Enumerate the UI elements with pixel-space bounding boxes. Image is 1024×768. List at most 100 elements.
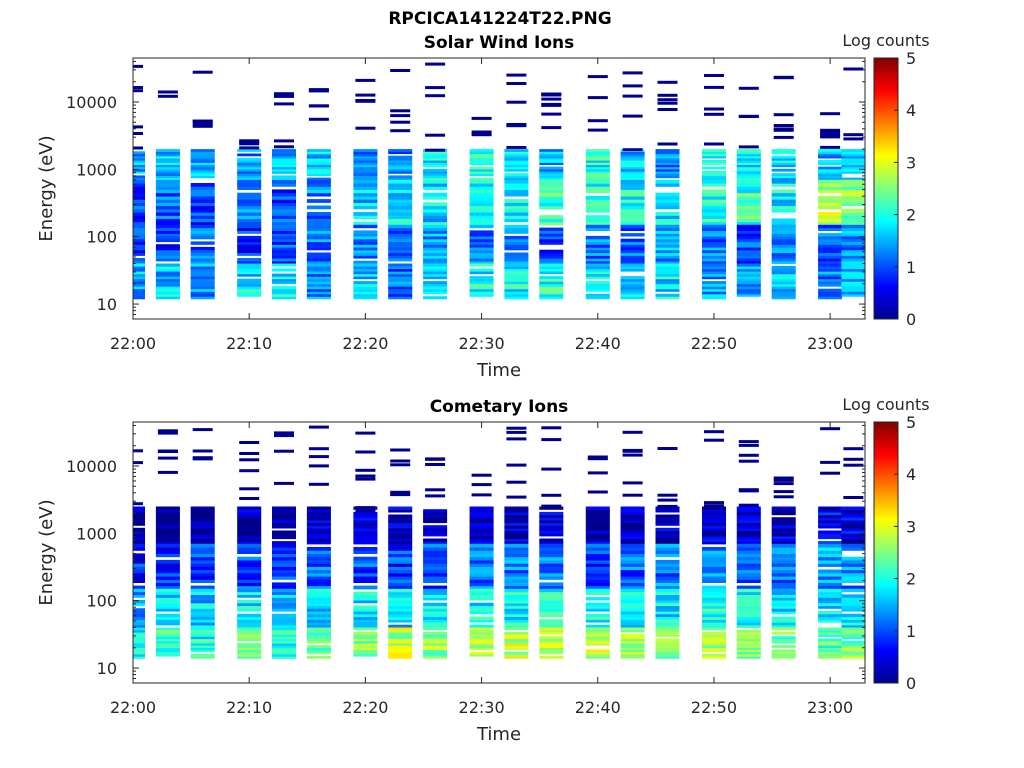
- cell: [702, 241, 726, 245]
- cell: [133, 260, 145, 265]
- cell: [388, 645, 413, 648]
- cell: [469, 556, 494, 561]
- cell: [585, 195, 610, 200]
- cell: [655, 281, 680, 285]
- cell: [272, 522, 296, 526]
- cell: [469, 160, 494, 163]
- cell: [818, 517, 843, 521]
- cell: [504, 227, 529, 231]
- cell: [388, 629, 413, 633]
- cell: [820, 427, 841, 431]
- cell: [190, 199, 215, 203]
- cell: [133, 86, 143, 89]
- cell: [539, 249, 564, 254]
- cell: [155, 218, 180, 223]
- cell: [133, 192, 145, 197]
- cell: [469, 506, 494, 510]
- cell: [736, 602, 761, 607]
- cell: [736, 569, 761, 574]
- cell: [133, 522, 145, 526]
- cell: [190, 153, 215, 157]
- cell: [585, 514, 610, 518]
- cell: [504, 212, 529, 216]
- cell: [771, 656, 796, 659]
- cell: [155, 627, 180, 631]
- cell: [841, 286, 865, 290]
- cell: [190, 260, 215, 265]
- cell: [306, 288, 331, 292]
- cell: [620, 286, 645, 290]
- cell: [353, 541, 378, 545]
- cell: [585, 202, 610, 207]
- cell: [504, 293, 529, 297]
- cell: [272, 160, 296, 163]
- cell: [657, 80, 678, 84]
- cell: [771, 610, 796, 615]
- cell: [504, 273, 529, 277]
- cell: [469, 605, 494, 609]
- cell: [155, 246, 180, 251]
- cell: [620, 645, 645, 648]
- cell: [390, 120, 411, 124]
- cell: [620, 281, 645, 285]
- cell: [818, 266, 843, 270]
- cell: [306, 252, 331, 256]
- cell: [155, 221, 180, 226]
- cell: [423, 653, 448, 657]
- cell: [469, 619, 494, 623]
- cell: [469, 616, 494, 620]
- cell: [469, 205, 494, 210]
- cell: [620, 636, 645, 640]
- cell: [655, 266, 680, 270]
- cell: [539, 171, 564, 174]
- cell: [585, 208, 610, 213]
- cell: [274, 92, 294, 96]
- cell: [771, 638, 796, 642]
- cell: [133, 631, 145, 635]
- cell: [423, 238, 448, 243]
- cell: [133, 527, 145, 532]
- cell: [818, 246, 843, 251]
- cell: [133, 559, 145, 564]
- cell: [353, 645, 378, 648]
- cell: [469, 263, 494, 267]
- cell: [655, 582, 680, 587]
- cell: [272, 576, 296, 580]
- cell: [539, 541, 564, 545]
- cell: [469, 624, 494, 629]
- cell: [190, 556, 215, 561]
- cell: [736, 588, 761, 593]
- cell: [504, 179, 529, 184]
- cell: [702, 199, 726, 203]
- cell: [237, 149, 262, 152]
- cell: [133, 572, 145, 577]
- cell: [190, 519, 215, 524]
- cell: [655, 175, 680, 179]
- cell: [190, 631, 215, 635]
- cell: [272, 233, 296, 237]
- cell: [818, 263, 843, 267]
- cell: [133, 638, 145, 642]
- cell: [818, 168, 843, 172]
- cell: [655, 202, 680, 207]
- cell: [585, 288, 610, 292]
- cell: [702, 517, 726, 521]
- cell: [539, 255, 564, 259]
- cell: [237, 605, 262, 609]
- cell: [272, 149, 296, 152]
- cell: [272, 151, 296, 155]
- cell: [306, 273, 331, 277]
- cell: [423, 230, 448, 234]
- cell: [702, 653, 726, 657]
- cell: [585, 171, 610, 174]
- y-axis-label: Energy (eV): [36, 135, 57, 241]
- cell: [423, 525, 448, 529]
- cell: [539, 647, 564, 650]
- cell: [622, 94, 643, 98]
- cell: [469, 640, 494, 644]
- cell: [306, 602, 331, 607]
- cell: [423, 273, 448, 277]
- cell: [655, 276, 680, 280]
- cell: [620, 276, 645, 280]
- cell: [655, 640, 680, 644]
